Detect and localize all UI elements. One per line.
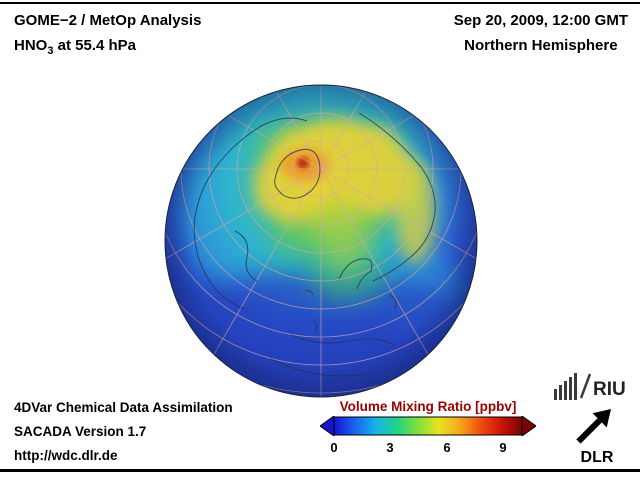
hemisphere-label: Northern Hemisphere [464, 37, 618, 54]
riu-bars-icon [554, 373, 577, 400]
datetime-header: Sep 20, 2009, 12:00 GMT Northern Hemisph… [454, 8, 628, 58]
analysis-level: HNO3 at 55.4 hPa [14, 33, 201, 64]
datetime-label: Sep 20, 2009, 12:00 GMT [453, 12, 628, 29]
riu-logo-text: RIU [593, 379, 626, 400]
bottom-rule [0, 469, 640, 472]
species-subscript: 3 [47, 45, 54, 57]
riu-slash-icon [579, 373, 592, 399]
dlr-arrow-icon [576, 409, 611, 444]
top-rule [0, 2, 640, 4]
species-label: HNO [14, 37, 48, 54]
colorbar-tick-6: 6 [443, 440, 451, 455]
wdc-url-label: http://wdc.dlr.de [14, 448, 118, 463]
colorbar-right-arrow [521, 416, 536, 436]
colorbar: Volume Mixing Ratio [ppbv] 0 3 6 9 [320, 399, 536, 456]
globe-rim [164, 84, 478, 398]
version-label: SACADA Version 1.7 [14, 424, 147, 439]
credits-block: 4DVar Chemical Data Assimilation SACADA … [14, 396, 233, 468]
colorbar-tick-9: 9 [499, 440, 507, 455]
globe-map [164, 84, 478, 398]
pressure-level-label: at 55.4 hPa [53, 37, 137, 54]
dlr-logo-text: DLR [581, 449, 614, 466]
riu-logo: RIU [554, 373, 626, 400]
analysis-header: GOME−2 / MetOp Analysis HNO3 at 55.4 hPa [14, 8, 201, 64]
colorbar-gradient-bar [320, 416, 536, 436]
colorbar-label: Volume Mixing Ratio [ppbv] [339, 399, 517, 414]
colorbar-tick-3: 3 [386, 440, 394, 455]
colorbar-body [333, 416, 523, 436]
colorbar-tick-0: 0 [330, 440, 338, 455]
assimilation-label: 4DVar Chemical Data Assimilation [14, 400, 233, 415]
dlr-logo: DLR [576, 409, 614, 466]
colorbar-ticks: 0 3 6 9 [320, 440, 536, 456]
colorbar-left-arrow [320, 416, 335, 436]
analysis-title: GOME−2 / MetOp Analysis [14, 12, 202, 29]
limb-shading [165, 85, 477, 397]
